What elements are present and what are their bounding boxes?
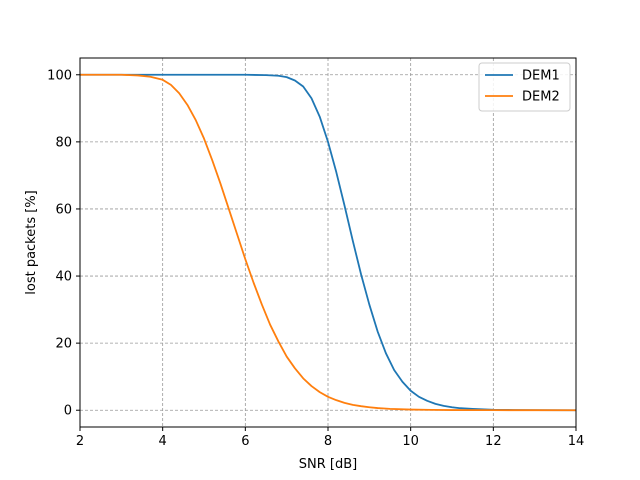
x-axis-title: SNR [dB] xyxy=(299,457,357,472)
series-line-dem2 xyxy=(80,73,577,412)
series-line-dem1 xyxy=(80,73,577,412)
legend-label: DEM1 xyxy=(522,69,560,84)
x-tick-label: 2 xyxy=(76,434,84,449)
x-axis: 2 4 6 8 10 12 14 xyxy=(76,427,584,449)
y-tick-label: 40 xyxy=(55,270,72,285)
y-tick-label: 20 xyxy=(55,337,72,352)
x-tick-label: 14 xyxy=(568,434,585,449)
x-tick-label: 12 xyxy=(485,434,502,449)
y-tick-label: 80 xyxy=(55,135,72,150)
x-tick-label: 10 xyxy=(402,434,419,449)
y-tick-label: 100 xyxy=(47,68,72,83)
x-tick-label: 4 xyxy=(159,434,167,449)
series-layer xyxy=(80,73,577,412)
legend-label: DEM2 xyxy=(522,90,560,105)
y-tick-label: 0 xyxy=(64,404,72,419)
x-tick-label: 8 xyxy=(324,434,332,449)
x-tick-label: 6 xyxy=(241,434,249,449)
y-tick-label: 60 xyxy=(55,202,72,217)
y-axis-title: lost packets [%] xyxy=(24,190,39,295)
legend: DEM1 DEM2 xyxy=(478,62,571,112)
y-axis: 0 20 40 60 80 100 xyxy=(47,68,80,419)
